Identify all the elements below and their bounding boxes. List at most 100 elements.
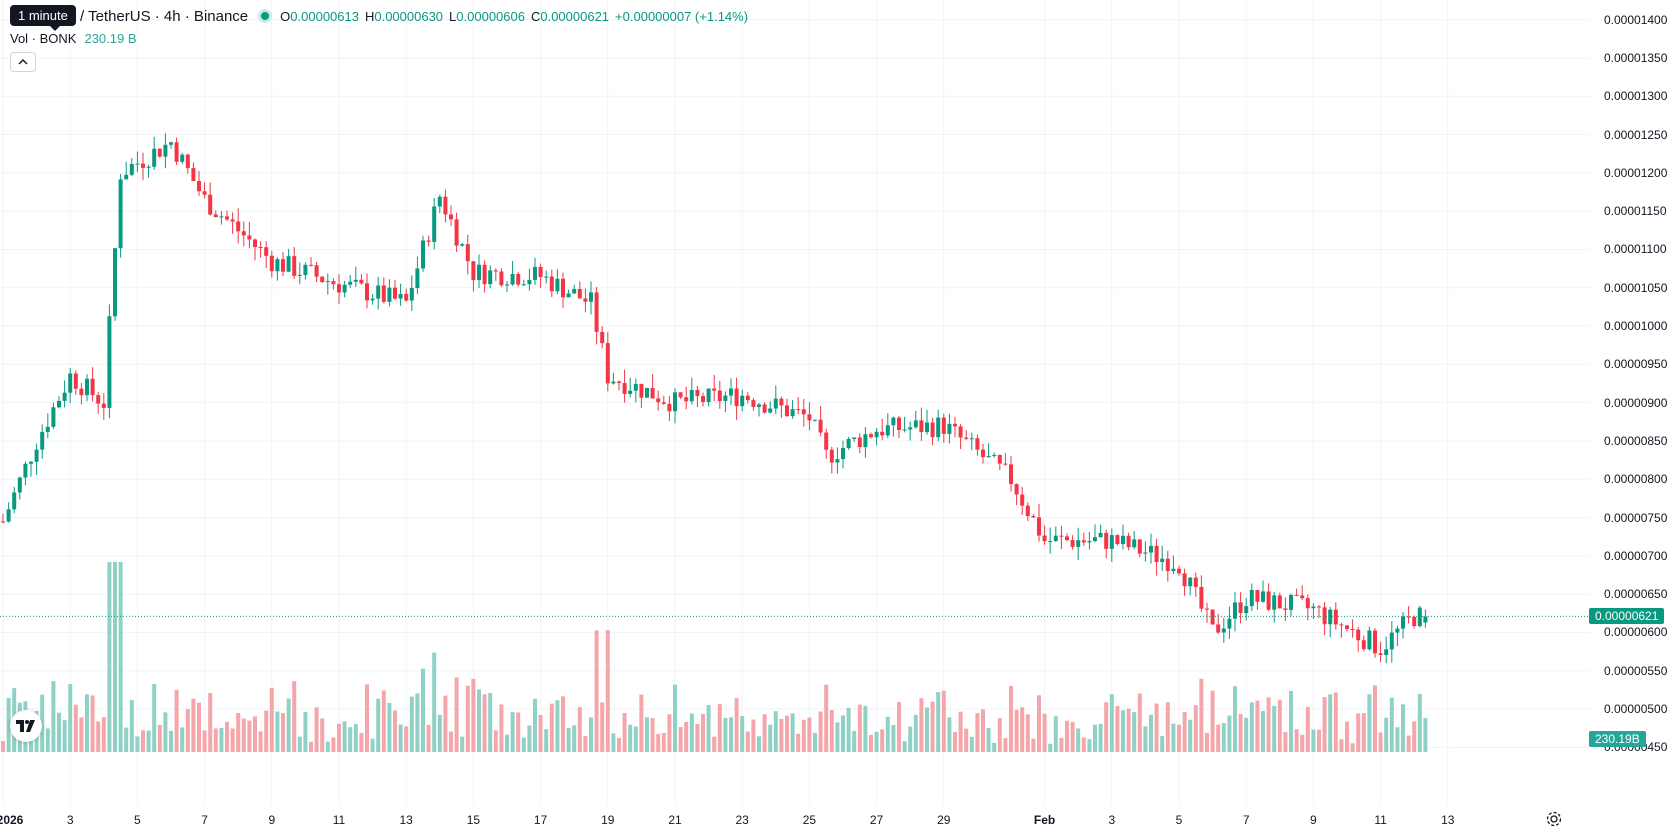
candle-body — [689, 389, 694, 402]
time-tick-label: 7 — [1242, 813, 1250, 827]
candlestick-chart[interactable] — [0, 0, 1590, 805]
volume-bar — [241, 718, 246, 752]
volume-bar — [577, 707, 582, 752]
time-tick-label: 23 — [735, 813, 749, 827]
candle-body — [1389, 632, 1394, 650]
candle-body — [1065, 536, 1069, 541]
candle-body — [1367, 630, 1372, 650]
candle-body — [1048, 541, 1053, 543]
volume-bar — [1221, 723, 1226, 752]
volume-bar — [538, 715, 543, 752]
candle-body — [1227, 618, 1232, 629]
volume-bar — [986, 727, 991, 752]
candle-body — [1350, 629, 1355, 631]
volume-bar — [62, 720, 67, 752]
candle-body — [292, 256, 297, 276]
volume-bar — [600, 702, 605, 752]
price-tick-label: 0.00001000 — [1604, 319, 1668, 334]
volume-bar — [897, 702, 901, 752]
chart-area[interactable] — [0, 0, 1590, 805]
candle-body — [981, 449, 985, 458]
volume-bar — [561, 696, 565, 752]
symbol-title[interactable]: / TetherUS · 4h · Binance — [80, 7, 249, 25]
candle-body — [443, 196, 448, 215]
candle-body — [544, 276, 549, 278]
candle-body — [1401, 616, 1405, 629]
time-tick-label: 15 — [466, 813, 481, 827]
volume-bar — [1143, 726, 1148, 752]
candle-body — [387, 287, 392, 302]
tradingview-logo-icon[interactable] — [10, 710, 42, 742]
volume-bar — [594, 630, 599, 752]
volume-bar — [1255, 700, 1260, 752]
volume-bar — [925, 707, 929, 752]
candle-body — [225, 216, 229, 220]
volume-value: 230.19 B — [84, 31, 137, 46]
candle-body — [729, 388, 733, 396]
volume-bar — [365, 684, 369, 752]
volume-bar — [79, 717, 84, 752]
volume-bar — [801, 719, 806, 752]
candle-body — [1076, 540, 1081, 547]
volume-bar — [213, 728, 218, 752]
volume-bar — [443, 695, 448, 752]
collapse-legend-button[interactable] — [10, 52, 36, 72]
candle-body — [320, 276, 325, 283]
volume-bar — [1154, 703, 1159, 752]
candle-body — [701, 396, 705, 403]
volume-bar — [1305, 706, 1310, 752]
volume-bar — [1177, 724, 1181, 752]
volume-bar — [1042, 713, 1047, 752]
volume-bar — [309, 741, 313, 752]
candle-body — [101, 403, 106, 408]
time-tick-label: 11 — [332, 813, 346, 827]
volume-bar — [163, 712, 168, 752]
volume-bar — [510, 712, 515, 752]
volume-bar — [342, 721, 347, 752]
volume-bar — [611, 733, 616, 752]
volume-bar — [85, 694, 89, 752]
volume-bar — [281, 713, 285, 752]
time-axis[interactable]: 2026 3 5 7 9 11 13 15 17 19 21 23 25 27 29 Feb 3 5 7 9 11 13 — [0, 805, 1590, 835]
candle-body — [1031, 515, 1036, 518]
volume-bar — [135, 736, 140, 752]
candle-body — [213, 214, 218, 218]
candle-body — [236, 221, 241, 232]
candle-body — [404, 293, 409, 301]
price-tick-label: 0.00001150 — [1604, 204, 1667, 219]
volume-bar — [421, 668, 425, 752]
volume-bar — [1137, 693, 1142, 752]
volume-bar — [331, 737, 336, 752]
candle-body — [818, 419, 823, 433]
candle-body — [62, 392, 67, 401]
candle-body — [197, 181, 201, 192]
price-tick-label: 0.00000850 — [1604, 433, 1668, 448]
volume-bar — [689, 713, 694, 752]
volume-bar — [1126, 708, 1131, 752]
candle-body — [141, 163, 145, 168]
settings-icon[interactable] — [1545, 810, 1563, 828]
volume-bar — [1373, 685, 1377, 752]
volume-bar — [1059, 737, 1064, 752]
volume-label[interactable]: Vol · BONK — [10, 31, 77, 46]
volume-bar — [1311, 729, 1316, 752]
candle-body — [975, 438, 980, 450]
candle-body — [51, 407, 56, 427]
volume-bar — [1261, 710, 1265, 752]
volume-bar — [152, 684, 157, 752]
price-axis[interactable]: 0.00001400 0.00001350 0.00001300 0.00001250… — [1590, 0, 1678, 805]
volume-bar — [1003, 738, 1008, 752]
candle-body — [953, 423, 957, 427]
volume-bar — [1322, 697, 1327, 752]
candle-body — [454, 219, 459, 246]
candle-body — [353, 279, 358, 282]
market-status-icon[interactable] — [258, 9, 273, 23]
candle-body — [398, 293, 403, 299]
candle-body — [415, 268, 420, 289]
candle-body — [1177, 568, 1181, 574]
volume-bar — [712, 736, 717, 752]
candle-body — [471, 261, 476, 281]
volume-bar — [1238, 713, 1243, 752]
candle-body — [1093, 537, 1097, 542]
time-tick-label: 13 — [399, 813, 413, 827]
